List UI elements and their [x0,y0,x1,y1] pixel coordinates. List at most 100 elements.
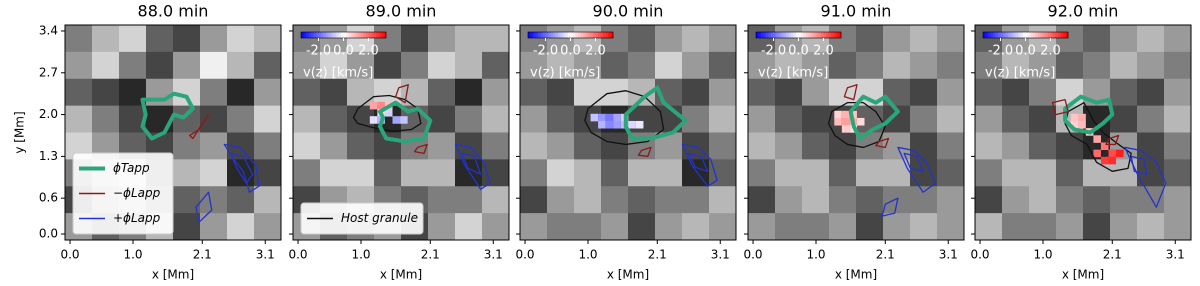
intensity-cell [254,25,281,53]
velocity-cell [841,110,850,119]
colorbar-swatch [811,32,814,38]
intensity-cell [482,105,509,133]
intensity-cell [975,132,1003,160]
intensity-cell [428,186,456,214]
colorbar-swatch [303,32,307,38]
intensity-cell [910,159,938,187]
intensity-cell [547,51,575,80]
colorbar-swatch [548,32,551,38]
intensity-cell [829,159,857,187]
velocity-cell [369,101,378,110]
intensity-cell [520,159,548,187]
y-tick-label: 1.3 [39,149,58,163]
colorbar-swatch [301,32,304,38]
panel-title: 88.0 min [138,2,209,21]
intensity-cell [1056,51,1084,80]
colorbar-swatch [348,32,352,38]
colorbar-swatch [791,32,794,38]
velocity-cell [598,120,606,129]
panel-title: 90.0 min [593,2,664,21]
colorbar-swatch [990,32,994,38]
y-tick-label: 0.6 [39,191,58,205]
x-tick-label: 3.1 [1166,248,1185,262]
intensity-cell [655,186,683,214]
colorbar-swatch [823,32,827,38]
colorbar-swatch [768,32,772,38]
colorbar-swatch [306,32,309,38]
intensity-cell [682,51,710,80]
contour [377,100,433,144]
intensity-cell [1110,105,1138,133]
intensity-cell [1002,25,1030,53]
colorbar-swatch [376,32,379,38]
intensity-cell [1137,132,1165,160]
colorbar-swatch [1030,32,1034,38]
panel-title: 91.0 min [821,2,892,21]
intensity-cell [937,132,964,160]
x-tick-label: 0.0 [743,248,762,262]
colorbar-swatch [983,32,986,38]
intensity-cell [455,25,483,53]
contour [623,85,688,141]
intensity-cell [401,51,429,80]
intensity-cell [883,51,911,80]
x-tick-label: 3.1 [484,248,503,262]
intensity-cell [775,25,803,53]
intensity-cell [856,25,884,53]
intensity-cell [775,159,803,187]
intensity-cell [1137,105,1165,133]
intensity-cell [1029,159,1057,187]
colorbar-swatch [540,32,544,38]
intensity-cell [856,159,884,187]
colorbar-tick-label: -2.0 [533,44,558,59]
intensity-cell [92,105,120,133]
intensity-cell [1137,186,1165,214]
intensity-cell [455,105,483,133]
colorbar-swatch [813,32,817,38]
intensity-cell [293,159,321,187]
intensity-cell [802,105,830,133]
intensity-cell [574,186,602,214]
intensity-cell [1002,159,1030,187]
intensity-cell [829,25,857,53]
intensity-cell [628,186,656,214]
contour [1124,146,1167,208]
legend-box [72,152,174,235]
velocity-cell [1116,149,1124,158]
y-tick-label: 2.0 [39,107,58,121]
panel [520,25,736,240]
contour [637,146,652,158]
colorbar-swatch [1058,32,1061,38]
colorbar-swatch [326,32,329,38]
intensity-cell [1056,132,1084,160]
intensity-cell [975,213,1003,240]
intensity-cell [347,25,375,53]
intensity-cell [320,132,348,160]
intensity-cell [455,213,483,240]
intensity-cell [293,78,321,107]
colorbar-swatch [808,32,812,38]
colorbar-swatch [1035,32,1039,38]
colorbar-swatch [610,32,614,38]
velocity-cell [1108,149,1117,158]
intensity-cell [482,25,509,53]
colorbar-label: v(z) [km/s] [985,66,1055,81]
intensity-cell [856,186,884,214]
colorbar-swatch [311,32,314,38]
colorbar-swatch [778,32,782,38]
intensity-cell [748,186,776,214]
colorbar-swatch [600,32,604,38]
intensity-cell [937,105,964,133]
intensity-cell [1110,213,1138,240]
intensity-cell [92,51,120,80]
colorbar-swatch [1065,32,1069,38]
intensity-cell [254,132,281,160]
velocity-cell [1070,120,1079,129]
colorbar-swatch [558,32,561,38]
intensity-cell [574,132,602,160]
x-tick-label: 3.1 [711,248,730,262]
panel-title: 89.0 min [366,2,437,21]
intensity-cell [482,213,509,240]
intensity-cell [146,25,174,53]
colorbar-swatch [573,32,576,38]
